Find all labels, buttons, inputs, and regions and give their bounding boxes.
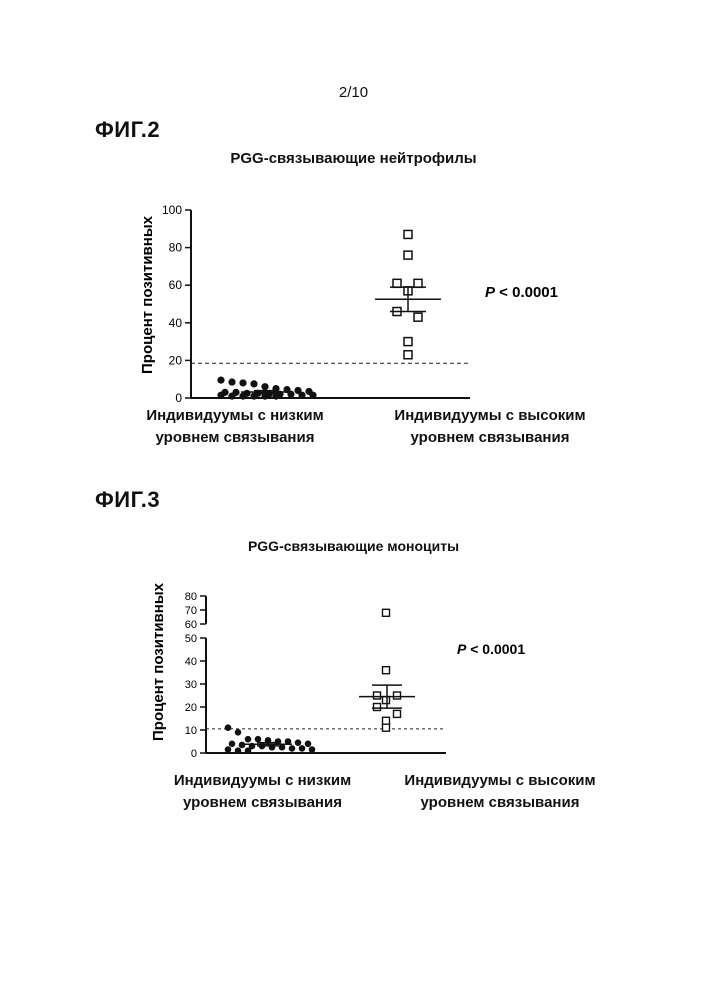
figure-3-data-point-low <box>235 747 242 754</box>
figure-2-data-point-high <box>404 230 412 238</box>
figure-3-data-point-low <box>225 724 232 731</box>
figure-2-data-point-low <box>261 383 268 390</box>
page-number: 2/10 <box>0 84 707 101</box>
figure-2-category-low-line2: уровнем связывания <box>115 427 355 449</box>
figure-3-data-point-high <box>383 609 390 616</box>
figure-2-data-point-low <box>298 392 305 399</box>
figure-2-ylabel: Процент позитивных <box>139 215 156 374</box>
figure-3-data-point-low <box>255 736 262 743</box>
figure-2-data-point-high <box>404 251 412 259</box>
figure-3-data-point-low <box>289 745 296 752</box>
figure-3-category-high-line1: Индивидуумы с высоким <box>375 770 625 792</box>
figure-2-y-tick-label: 0 <box>175 391 182 405</box>
figure-3-category-low-line2: уровнем связывания <box>140 792 385 814</box>
figure-3-data-point-high <box>383 724 390 731</box>
figure-2-p-value: P < 0.0001 <box>485 284 558 301</box>
figure-2-data-point-high <box>414 313 422 321</box>
figure-3-p-value: P < 0.0001 <box>457 641 525 657</box>
figure-3-chart: 0 10 20 30 40 50 60 70 80 Процент позитивных P <… <box>0 580 707 770</box>
figure-2-data-point-low <box>217 392 224 399</box>
figure-3-data-point-high <box>374 692 381 699</box>
figure-3-y-tick-label: 60 <box>185 619 197 631</box>
figure-2-title: PGG-связывающие нейтрофилы <box>0 150 707 167</box>
figure-3-data-point-high <box>394 692 401 699</box>
figure-3-data-point-high <box>383 667 390 674</box>
figure-2-data-point-high <box>404 338 412 346</box>
figure-3-data-point-low <box>235 729 242 736</box>
figure-2-category-high-line1: Индивидуумы с высоким <box>360 405 620 427</box>
figure-3-category-low-line1: Индивидуумы с низким <box>140 770 385 792</box>
figure-3-data-point-low <box>299 745 306 752</box>
figure-2-y-tick-label: 40 <box>169 316 183 330</box>
figure-2-p-rest: < 0.0001 <box>495 284 558 301</box>
figure-2-data-point-low <box>228 378 235 385</box>
figure-2-category-low-line1: Индивидуумы с низким <box>115 405 355 427</box>
figure-2-data-point-low <box>228 393 235 400</box>
figure-3-data-point-high <box>383 717 390 724</box>
figure-2-category-high: Индивидуумы с высоким уровнем связывания <box>360 405 620 449</box>
figure-3-data-point-low <box>245 747 252 754</box>
figure-3-title: PGG-связывающие моноциты <box>0 538 707 554</box>
figure-3-p-rest: < 0.0001 <box>466 641 525 657</box>
figure-2-data-point-high <box>414 279 422 287</box>
figure-3-data-point-low <box>245 736 252 743</box>
figure-2-data-point-low <box>239 393 246 400</box>
figure-2-y-tick-label: 100 <box>162 203 182 217</box>
figure-2-data-point-low <box>250 380 257 387</box>
figure-3-y-tick-label: 40 <box>185 656 197 668</box>
figure-3-data-point-high <box>383 697 390 704</box>
figure-3-data-point-low <box>225 746 232 753</box>
figure-3-data-point-low <box>229 741 236 748</box>
figure-2-category-high-line2: уровнем связывания <box>360 427 620 449</box>
figure-3-ylabel: Процент позитивных <box>150 582 167 741</box>
figure-3-y-tick-label: 20 <box>185 702 197 714</box>
figure-3-data-point-low <box>295 739 302 746</box>
figure-2-y-tick-label: 60 <box>169 278 183 292</box>
figure-3-category-high-line2: уровнем связывания <box>375 792 625 814</box>
figure-2-label: ФИГ.2 <box>95 117 160 143</box>
figure-3-label: ФИГ.3 <box>95 487 160 513</box>
figure-3-data-point-low <box>309 746 316 753</box>
figure-3-y-tick-label: 70 <box>185 605 197 617</box>
figure-3-category-low: Индивидуумы с низким уровнем связывания <box>140 770 385 814</box>
figure-3-y-tick-label: 50 <box>185 633 197 645</box>
figure-2-y-tick-label: 80 <box>169 241 183 255</box>
figure-2-category-low: Индивидуумы с низким уровнем связывания <box>115 405 355 449</box>
figure-3-data-point-high <box>374 704 381 711</box>
figure-2-data-point-high <box>404 351 412 359</box>
figure-3-y-tick-label: 80 <box>185 591 197 603</box>
figure-3-data-point-high <box>394 710 401 717</box>
figure-2-data-point-high <box>393 279 401 287</box>
figure-3-y-tick-label: 10 <box>185 725 197 737</box>
figure-2-data-point-low <box>309 392 316 399</box>
figure-2-data-point-low <box>239 379 246 386</box>
figure-2-y-tick-label: 20 <box>169 353 183 367</box>
figure-3-y-tick-label: 30 <box>185 679 197 691</box>
figure-3-y-tick-label: 0 <box>191 748 197 760</box>
figure-3-category-high: Индивидуумы с высоким уровнем связывания <box>375 770 625 814</box>
figure-2-data-point-low <box>217 377 224 384</box>
figure-2-chart: 0 20 40 60 80 100 Процент позитивных P < 0.00… <box>0 190 707 410</box>
figure-3-data-point-low <box>305 741 312 748</box>
